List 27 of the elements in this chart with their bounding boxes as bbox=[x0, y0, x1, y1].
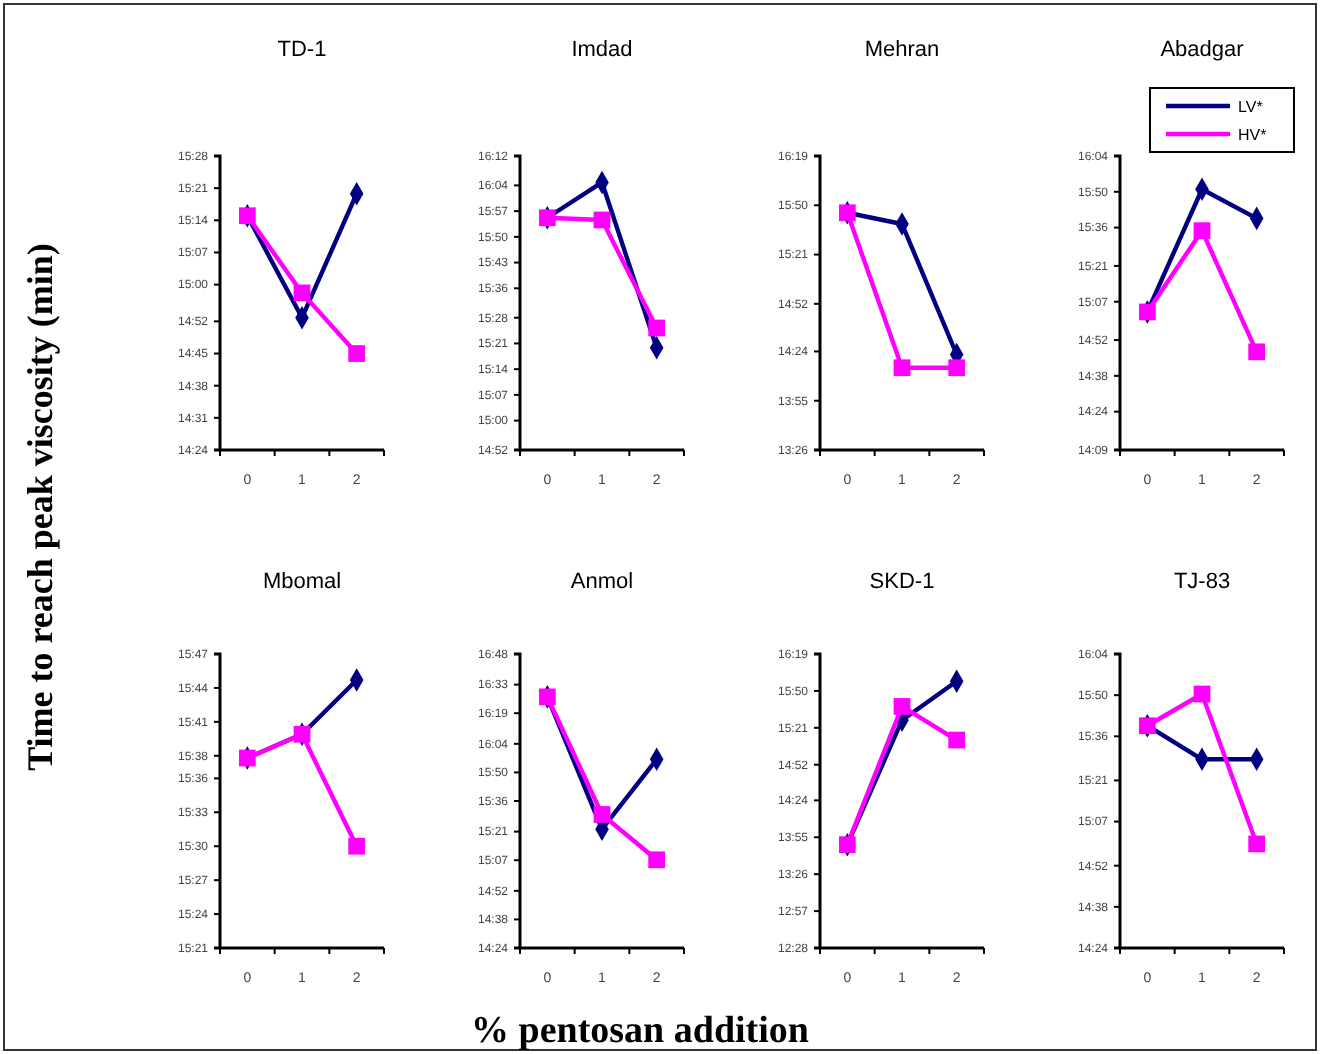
point bbox=[348, 345, 366, 362]
point bbox=[1248, 835, 1266, 853]
x-axis-title: % pentosan addition bbox=[471, 1010, 810, 1052]
point bbox=[293, 284, 311, 302]
point bbox=[948, 731, 966, 749]
chart-title: Mehran bbox=[864, 38, 940, 62]
chart-title: Mbomal bbox=[262, 570, 342, 594]
point bbox=[1248, 343, 1266, 361]
point bbox=[593, 806, 611, 823]
point bbox=[348, 837, 366, 855]
point bbox=[593, 211, 611, 229]
chart-title: SKD-1 bbox=[869, 570, 935, 594]
point bbox=[893, 359, 911, 377]
chart-title: TD-1 bbox=[277, 38, 327, 62]
legend-label: HV* bbox=[1238, 126, 1267, 144]
chart-title: Abadgar bbox=[1160, 38, 1245, 62]
chart-title: Anmol bbox=[570, 570, 634, 594]
point bbox=[893, 698, 911, 715]
point bbox=[648, 851, 666, 869]
chart-title: TJ-83 bbox=[1173, 570, 1231, 594]
point bbox=[648, 319, 666, 337]
y-axis-title: Time to reach peak viscosity (min) bbox=[20, 243, 60, 771]
point bbox=[948, 359, 966, 377]
point bbox=[1193, 222, 1211, 240]
legend-label: LV* bbox=[1238, 98, 1263, 116]
point bbox=[1193, 685, 1211, 703]
chart-title: Imdad bbox=[571, 38, 633, 62]
